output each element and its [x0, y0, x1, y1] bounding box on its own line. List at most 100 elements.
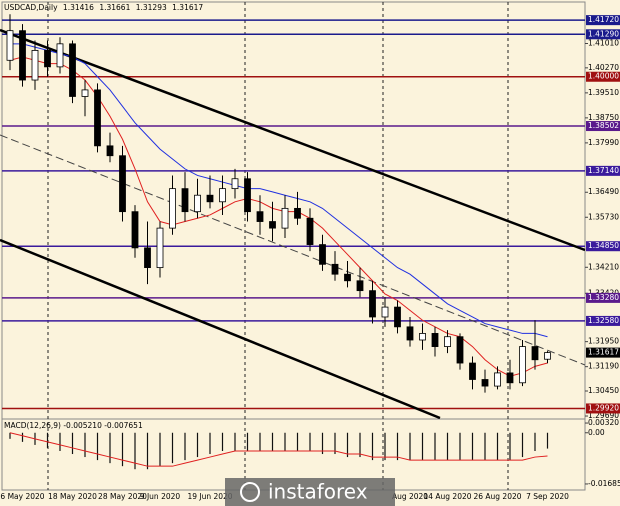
candle-body [519, 346, 526, 384]
macd-panel [9, 432, 549, 470]
y-tick-label: 1.37990 [588, 138, 619, 147]
level-label-box [586, 315, 620, 326]
candle-body [169, 188, 176, 229]
candle-body [406, 326, 414, 341]
candle-body [206, 194, 214, 203]
level-label-box [586, 15, 620, 26]
candle-body [419, 333, 426, 341]
candle-body [44, 50, 51, 68]
y-tick-label: 1.39510 [588, 88, 619, 97]
level-label: 1.29920 [588, 403, 619, 412]
level-label: 1.37140 [588, 166, 619, 175]
candle-body [456, 336, 464, 364]
level-label: 1.34850 [588, 241, 619, 250]
y-tick-label: 1.38750 [588, 113, 619, 122]
candle-body [231, 178, 239, 190]
y-tick-label: 1.30450 [588, 386, 619, 395]
x-tick-label: 7 Sep 2020 [526, 492, 569, 501]
y-tick-label: 1.34210 [588, 262, 619, 271]
watermark-logo [240, 482, 260, 502]
level-label: 1.40000 [588, 72, 619, 81]
x-tick-label: 26 Aug 2020 [473, 492, 521, 501]
x-tick-label: 28 May 2020 [98, 492, 147, 501]
candle-body [444, 336, 451, 347]
y-tick-label: 1.31950 [588, 337, 619, 346]
level-label: 1.41720 [588, 15, 619, 24]
candle-body [269, 221, 276, 229]
y-tick-label: 1.40270 [588, 63, 619, 72]
candle-body [69, 43, 76, 97]
macd-signal [9, 432, 548, 467]
level-label-box [586, 121, 620, 132]
candle-body [256, 211, 264, 222]
watermark: instaforex [268, 480, 368, 504]
x-tick-label: 9 Jun 2020 [140, 492, 181, 501]
candle-body [531, 346, 539, 361]
macd-tick-label: 0.00 [588, 428, 605, 437]
candles [6, 14, 551, 393]
candle-body [181, 188, 189, 213]
candle-body [506, 372, 514, 384]
axis: 1.41010 1.40270 1.39510 1.38750 1.37990 1.364… [0, 15, 620, 501]
channel-lower [0, 238, 441, 420]
level-label: 1.32580 [588, 316, 619, 325]
candle-body [381, 306, 389, 318]
level-label-box [586, 165, 620, 176]
price-label: 1.31617 [588, 348, 619, 357]
level-label: 1.38502 [588, 121, 619, 130]
level-label: 1.41290 [588, 29, 619, 38]
y-tick-label: 1.35730 [588, 212, 619, 221]
candle-body [344, 273, 351, 282]
y-tick-label: 1.41010 [588, 39, 619, 48]
candle-body [319, 244, 326, 265]
candle-body [369, 290, 376, 318]
candle-body [544, 352, 551, 360]
candle-body [81, 89, 89, 97]
candle-body [244, 178, 251, 213]
macd-tick-label: 0.00320 [588, 418, 619, 427]
symbol: USDCAD,Daily [4, 3, 58, 12]
candle-body [494, 372, 501, 387]
candle-body [431, 333, 439, 347]
candle-body [481, 379, 489, 387]
y-tick-label: 1.36490 [588, 187, 619, 196]
level-label-box [586, 241, 620, 252]
level-label-box [586, 292, 620, 303]
candle-body [56, 43, 64, 68]
candle-body [219, 188, 226, 203]
ohlc-open: 1.31416 [63, 3, 94, 12]
chart-title: USDCAD,Daily 1.31416 1.31661 1.31293 1.3… [4, 3, 203, 12]
candle-body [144, 247, 151, 269]
x-tick-label: 18 May 2020 [48, 492, 97, 501]
y-tick-label: 1.29690 [588, 411, 619, 420]
candle-body [294, 207, 301, 219]
level-label: 1.33280 [588, 293, 619, 302]
candle-body [356, 280, 364, 292]
candle-body [119, 155, 126, 213]
macd-label: MACD(12,26,9) -0.005210 -0.007651 [4, 421, 143, 430]
candle-body [469, 362, 476, 380]
level-label-box [586, 71, 620, 82]
level-label-box [586, 403, 620, 414]
macd-tick-label: -0.016854 [588, 479, 620, 488]
level-label-box [586, 29, 620, 40]
candle-body [19, 30, 26, 81]
candle-body [94, 89, 101, 147]
candle-body [131, 211, 139, 249]
ohlc-low: 1.31293 [136, 3, 167, 12]
candle-body [6, 30, 14, 61]
moving-average [10, 43, 548, 338]
candle-body [394, 306, 401, 328]
ohlc-close: 1.31617 [172, 3, 203, 12]
candle-body [194, 194, 201, 213]
candle-body [281, 207, 289, 229]
y-tick-label: 1.31190 [588, 362, 619, 371]
candle-body [31, 50, 39, 81]
candle-body [306, 217, 314, 245]
x-tick-label: 6 May 2020 [0, 492, 44, 501]
y-tick-label: 1.33420 [588, 288, 619, 297]
channel-upper [0, 28, 586, 252]
